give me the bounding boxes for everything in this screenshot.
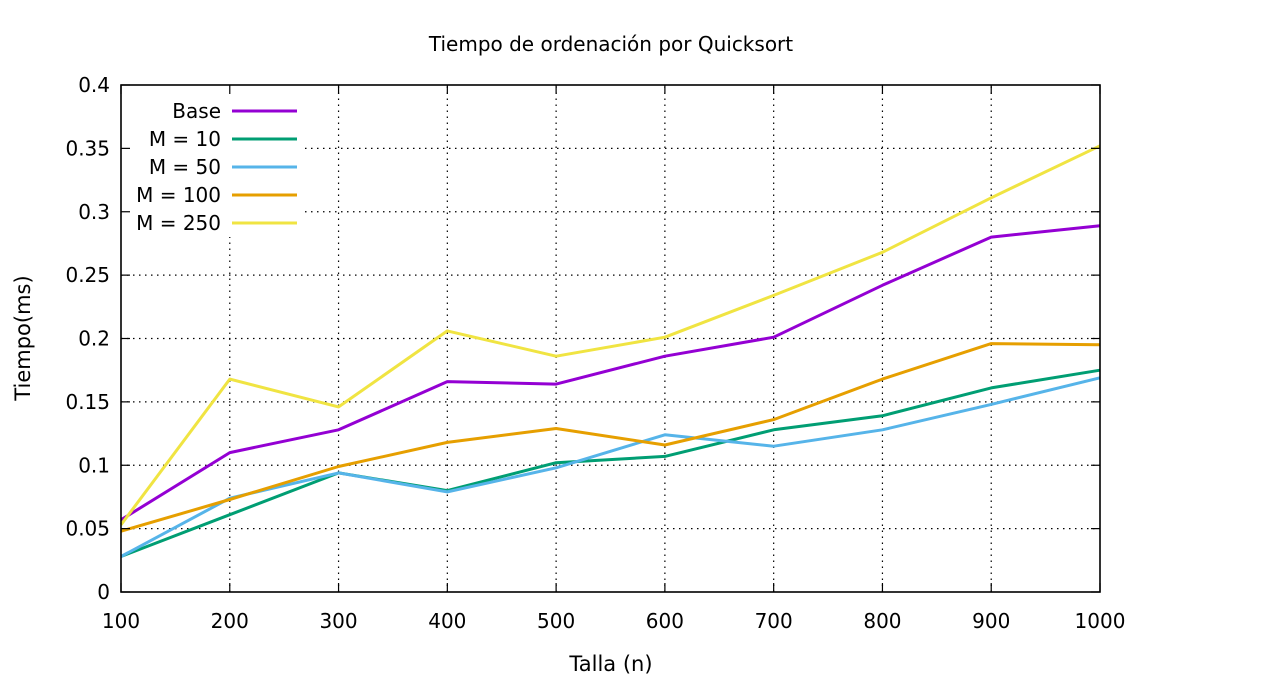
series-lines xyxy=(119,144,1101,558)
series-line-4 xyxy=(119,144,1101,526)
series-line-1 xyxy=(120,368,1101,558)
legend: Base M = 10 M = 50 M = 100 M = 250 xyxy=(136,99,297,235)
x-tick-label: 500 xyxy=(537,609,575,633)
series-line-0 xyxy=(120,224,1101,522)
legend-label: Base xyxy=(172,99,221,123)
grid xyxy=(121,85,1100,592)
x-axis-label: Talla (n) xyxy=(568,652,652,676)
x-tick-label: 600 xyxy=(646,609,684,633)
x-tick-label: 100 xyxy=(102,609,140,633)
y-tick-label: 0.2 xyxy=(78,327,110,351)
series-line-2 xyxy=(120,376,1101,558)
series-line-3 xyxy=(120,342,1101,533)
y-tick-label: 0.1 xyxy=(78,453,110,477)
y-axis-label: Tiempo(ms) xyxy=(11,275,35,401)
legend-label: M = 50 xyxy=(149,155,221,179)
x-tick-label: 700 xyxy=(755,609,793,633)
x-tick-label: 1000 xyxy=(1075,609,1126,633)
x-tick-label: 300 xyxy=(319,609,357,633)
y-tick-label: 0.25 xyxy=(65,263,110,287)
y-tick-label: 0.3 xyxy=(78,200,110,224)
plot-frame xyxy=(120,84,1101,593)
legend-label: M = 10 xyxy=(149,127,221,151)
y-tick-label: 0.35 xyxy=(65,136,110,160)
y-tick-label: 0.4 xyxy=(78,73,110,97)
chart-title: Tiempo de ordenación por Quicksort xyxy=(428,32,793,56)
y-tick-label: 0.15 xyxy=(65,390,110,414)
axis-ticks: 100 200 300 400 500 600 700 800 900 1000 0 0.05 0.1 0… xyxy=(65,73,1125,633)
x-tick-label: 400 xyxy=(428,609,466,633)
x-tick-label: 900 xyxy=(972,609,1010,633)
x-tick-label: 200 xyxy=(211,609,249,633)
y-tick-label: 0 xyxy=(97,580,110,604)
y-tick-label: 0.05 xyxy=(65,517,110,541)
x-tick-label: 800 xyxy=(863,609,901,633)
legend-label: M = 250 xyxy=(136,211,221,235)
legend-label: M = 100 xyxy=(136,183,221,207)
